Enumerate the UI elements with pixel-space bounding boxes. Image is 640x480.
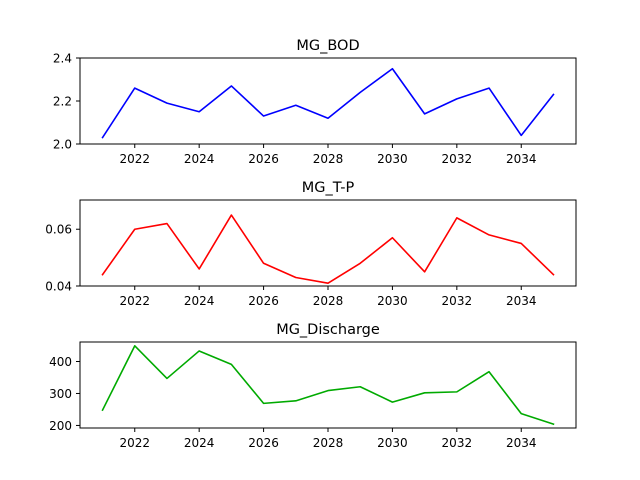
chart-title: MG_BOD	[296, 38, 359, 54]
series-line	[101, 214, 555, 284]
x-tick-label: 2024	[184, 152, 215, 166]
y-tick-label: 300	[49, 387, 72, 401]
x-tick-label: 2030	[377, 294, 408, 308]
x-tick-label: 2032	[442, 152, 473, 166]
x-tick-label: 2028	[313, 436, 344, 450]
chart-panel-1: MG_BOD 2022 2024 2026 2028 2030 2032 2034 2.0 2.2…	[53, 38, 577, 166]
x-tick-label: 2028	[313, 294, 344, 308]
x-tick-label: 2032	[442, 294, 473, 308]
x-tick-label: 2030	[377, 436, 408, 450]
x-tick-label: 2026	[248, 436, 279, 450]
y-tick-label: 0.04	[45, 280, 72, 294]
x-tick-label: 2034	[506, 152, 537, 166]
x-tick-label: 2024	[184, 436, 215, 450]
y-tick-label: 200	[49, 419, 72, 433]
y-tick-label: 2.2	[53, 95, 72, 109]
series-line	[101, 345, 555, 426]
x-tick-label: 2028	[313, 152, 344, 166]
y-tick-label: 0.06	[45, 223, 72, 237]
axes-frame	[79, 57, 577, 145]
axes-frame	[79, 341, 577, 429]
x-tick-label: 2034	[506, 436, 537, 450]
x-tick-label: 2022	[119, 436, 150, 450]
y-tick-label: 2.4	[53, 52, 72, 66]
x-tick-label: 2032	[442, 436, 473, 450]
axes-frame	[79, 199, 577, 287]
x-tick-label: 2022	[119, 294, 150, 308]
chart-title: MG_T-P	[302, 180, 355, 196]
y-tick-label: 2.0	[53, 138, 72, 152]
chart-title: MG_Discharge	[276, 322, 380, 338]
x-tick-label: 2030	[377, 152, 408, 166]
y-tick-label: 400	[49, 355, 72, 369]
x-tick-label: 2026	[248, 152, 279, 166]
chart-panel-2: MG_T-P 2022 2024 2026 2028 2030 2032 2034 0.04 0.…	[45, 180, 577, 308]
series-line	[101, 67, 555, 139]
x-tick-label: 2026	[248, 294, 279, 308]
x-tick-label: 2034	[506, 294, 537, 308]
chart-panel-3: MG_Discharge 2022 2024 2026 2028 2030 2032 2034…	[49, 322, 577, 450]
x-tick-label: 2022	[119, 152, 150, 166]
x-tick-label: 2024	[184, 294, 215, 308]
